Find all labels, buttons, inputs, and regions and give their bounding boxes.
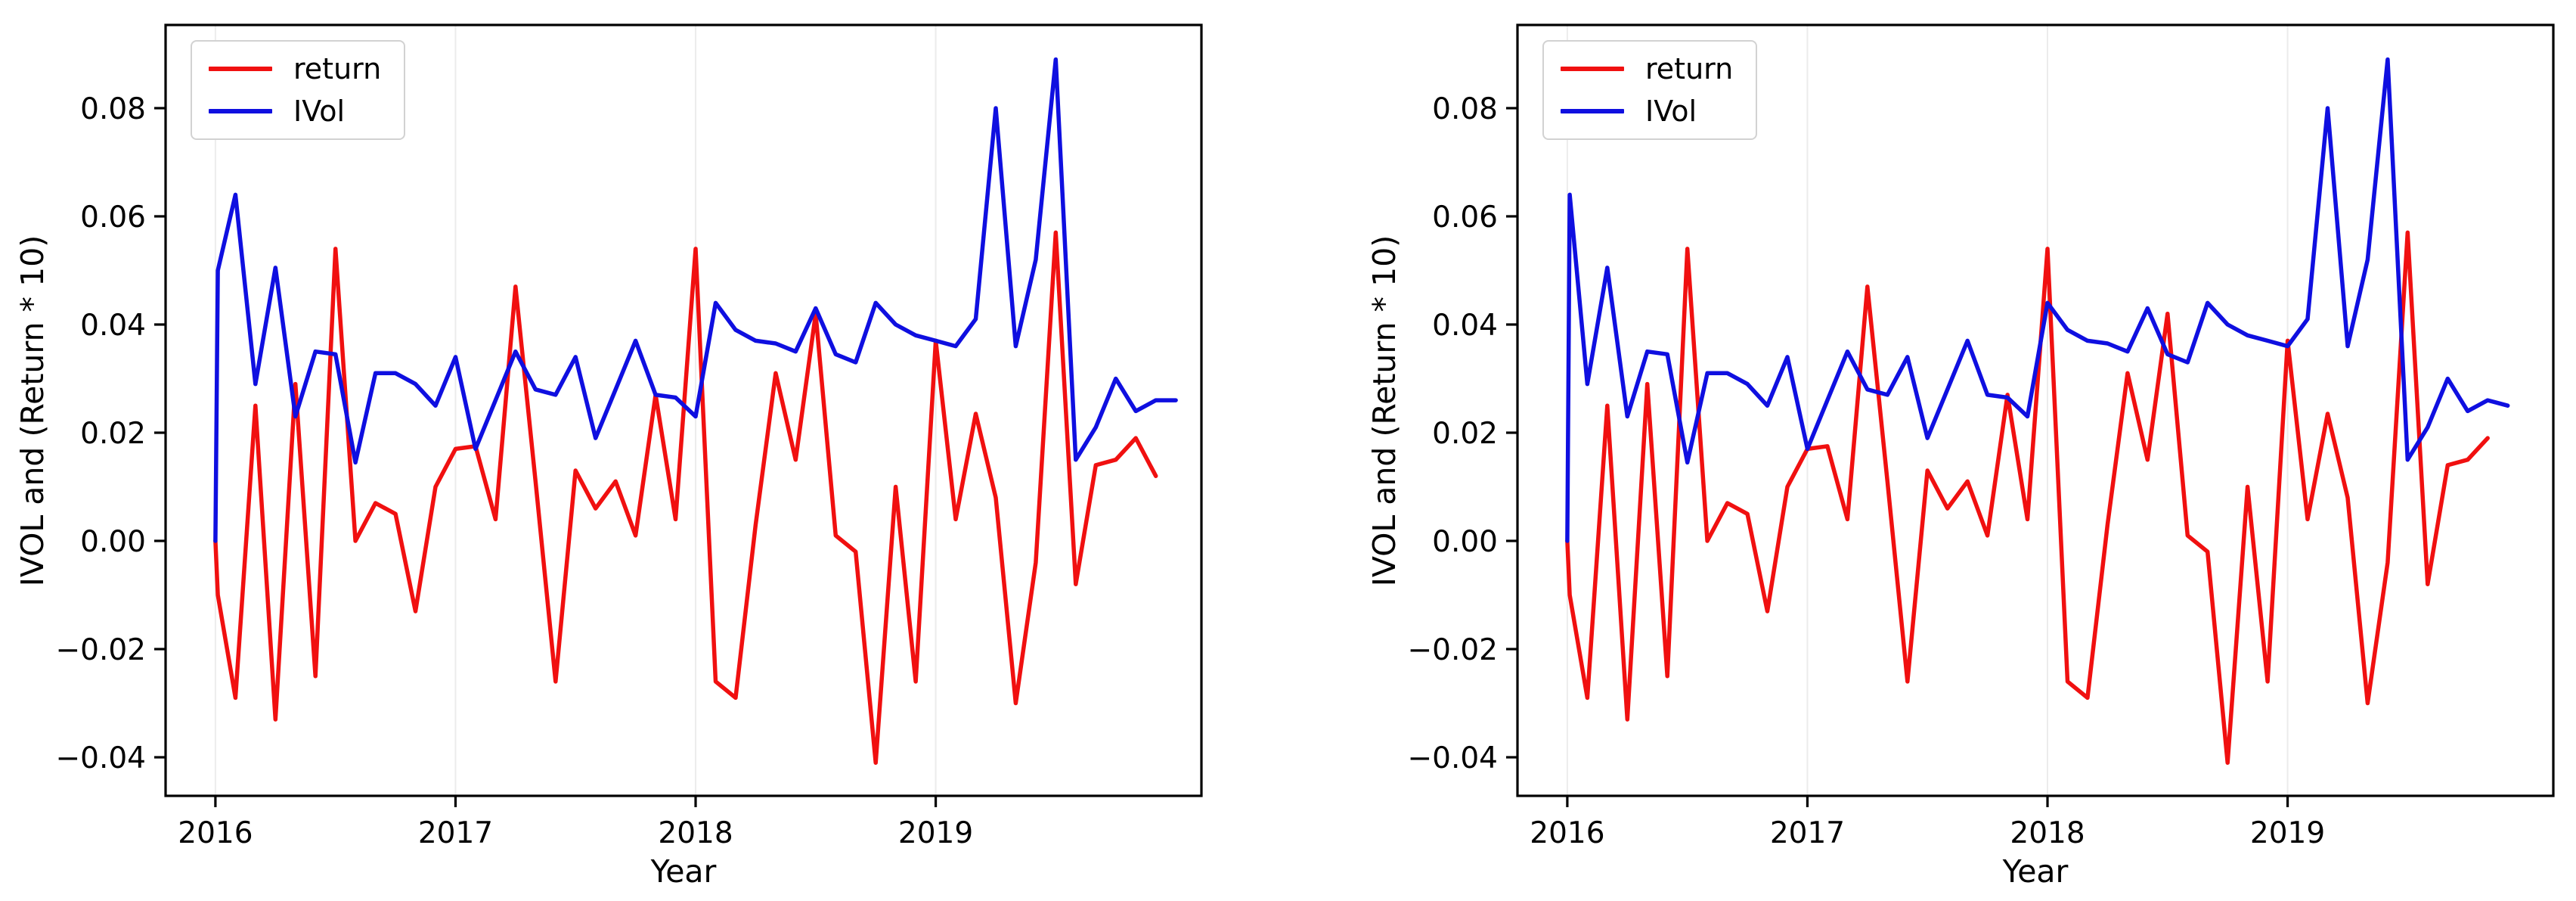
y-tick-label: 0.04 bbox=[80, 309, 146, 343]
y-tick-label: −0.04 bbox=[1407, 741, 1498, 775]
left-x-axis-label: Year bbox=[650, 853, 717, 890]
right-legend: return IVol bbox=[1542, 40, 1758, 140]
y-tick-label: 0.02 bbox=[80, 417, 146, 451]
year-gridlines bbox=[1566, 25, 2289, 796]
y-tick-label: −0.04 bbox=[55, 741, 146, 775]
legend-item-ivol: IVol bbox=[209, 96, 381, 126]
y-tick-label: 0.04 bbox=[1432, 309, 1498, 343]
left-y-axis-label: IVOL and (Return * 10) bbox=[14, 235, 51, 586]
y-tick-label: 0.08 bbox=[80, 92, 146, 126]
y-tick-label: 0.06 bbox=[80, 200, 146, 235]
y-tick-label: 0.06 bbox=[1432, 200, 1498, 235]
x-tick-label: 2017 bbox=[418, 816, 493, 850]
ivol-line bbox=[213, 57, 1178, 543]
legend-item-return: return bbox=[1561, 54, 1733, 84]
year-gridlines bbox=[214, 25, 937, 796]
left-legend: return IVol bbox=[191, 40, 406, 140]
left-chart: 2016 2017 2018 2019 0.08 0.06 0.04 0.02 0.00 −0.0… bbox=[55, 23, 1203, 850]
legend-label: IVol bbox=[293, 95, 346, 128]
x-tick-label: 2018 bbox=[2010, 816, 2085, 850]
plot-border bbox=[1516, 23, 2555, 797]
return-line bbox=[213, 230, 1158, 765]
legend-label: IVol bbox=[1645, 95, 1697, 128]
ivol-line bbox=[1565, 57, 2510, 543]
y-tick-label: −0.02 bbox=[55, 633, 146, 667]
x-tick-label: 2017 bbox=[1770, 816, 1845, 850]
legend-label: return bbox=[1645, 52, 1734, 85]
right-chart: 2016 2017 2018 2019 0.08 0.06 0.04 0.02 0.00 −0.0… bbox=[1407, 23, 2555, 850]
right-y-axis-label: IVOL and (Return * 10) bbox=[1366, 235, 1403, 586]
x-axis-ticks: 2016 2017 2018 2019 bbox=[178, 796, 973, 850]
x-tick-label: 2018 bbox=[658, 816, 733, 850]
x-tick-label: 2016 bbox=[1530, 816, 1604, 850]
y-tick-label: 0.02 bbox=[1432, 417, 1498, 451]
legend-item-ivol: IVol bbox=[1561, 96, 1733, 126]
legend-label: return bbox=[293, 52, 382, 85]
y-tick-label: −0.02 bbox=[1407, 633, 1498, 667]
return-line bbox=[1565, 230, 2490, 765]
return-line-swatch bbox=[209, 67, 272, 71]
y-axis-ticks: 0.08 0.06 0.04 0.02 0.00 −0.02 −0.04 bbox=[1407, 92, 1517, 775]
x-tick-label: 2019 bbox=[2250, 816, 2325, 850]
ivol-line-swatch bbox=[1561, 109, 1624, 113]
legend-item-return: return bbox=[209, 54, 381, 84]
y-tick-label: 0.00 bbox=[1432, 525, 1498, 559]
return-line-swatch bbox=[1561, 67, 1624, 71]
x-tick-label: 2019 bbox=[898, 816, 973, 850]
right-x-axis-label: Year bbox=[2002, 853, 2069, 890]
y-tick-label: 0.00 bbox=[80, 525, 146, 559]
x-tick-label: 2016 bbox=[178, 816, 253, 850]
y-tick-label: 0.08 bbox=[1432, 92, 1498, 126]
y-axis-ticks: 0.08 0.06 0.04 0.02 0.00 −0.02 −0.04 bbox=[55, 92, 166, 775]
right-chart-panel: 2016 2017 2018 2019 0.08 0.06 0.04 0.02 0.00 −0.0… bbox=[1288, 0, 2576, 901]
ivol-line-swatch bbox=[209, 109, 272, 113]
plot-border bbox=[164, 23, 1203, 797]
left-chart-panel: 2016 2017 2018 2019 0.08 0.06 0.04 0.02 0.00 −0.0… bbox=[14, 23, 1203, 890]
x-axis-ticks: 2016 2017 2018 2019 bbox=[1530, 796, 2325, 850]
